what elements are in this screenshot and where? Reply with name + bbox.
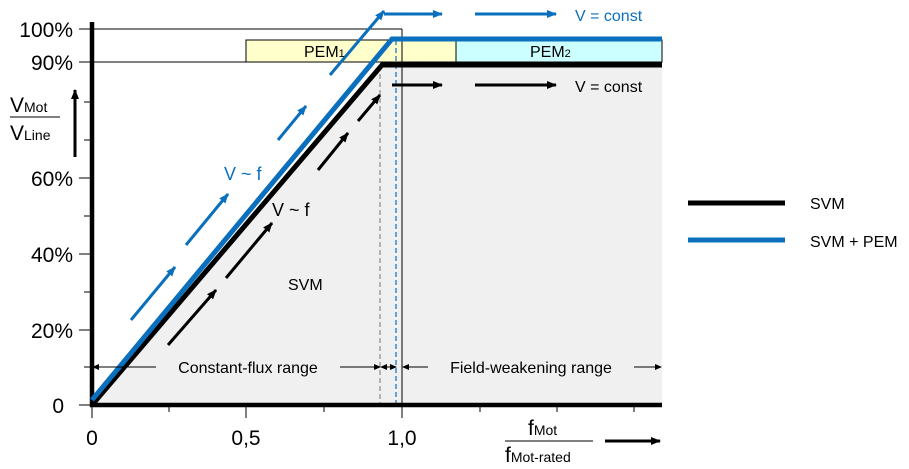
- svg-text:fMot: fMot: [528, 417, 557, 440]
- v-const-blue-label: V = const: [575, 8, 643, 25]
- black-diagonal-arrows: [166, 94, 382, 346]
- svm-region: [92, 65, 662, 405]
- y-tick-40: 40%: [31, 244, 73, 267]
- constant-flux-label: Constant-flux range: [178, 360, 318, 377]
- x-axis-label: fMot fMot-rated: [505, 417, 593, 467]
- legend-svm-label: SVM: [810, 196, 845, 213]
- y-tick-20: 20%: [31, 320, 73, 343]
- field-weakening-label: Field-weakening range: [450, 360, 612, 377]
- svg-text:fMot-rated: fMot-rated: [505, 444, 571, 467]
- y-tick-0: 0: [52, 395, 64, 418]
- svm-curve: [90, 62, 662, 407]
- y-axis-label: VMot VLine: [10, 94, 60, 145]
- pem1-label: PEM1: [304, 44, 345, 61]
- legend: SVM SVM + PEM: [688, 196, 898, 251]
- v-const-black-label: V = const: [575, 79, 643, 96]
- blue-diagonal-arrows: [129, 10, 386, 321]
- legend-pem-label: SVM + PEM: [810, 234, 898, 251]
- x-ticks: [91, 405, 635, 418]
- x-tick-labels: 0 0,5 1,0: [86, 427, 416, 450]
- x-tick-0-5: 0,5: [231, 427, 260, 450]
- y-tick-100: 100%: [19, 19, 73, 42]
- pem-curve: [90, 36, 662, 402]
- pem2-label: PEM2: [530, 44, 571, 61]
- y-ticks: [79, 28, 92, 406]
- svg-text:VMot: VMot: [10, 94, 47, 117]
- v-f-blue-label: V ~ f: [224, 164, 263, 184]
- v-f-black-label: V ~ f: [272, 200, 311, 220]
- y-tick-90: 90%: [31, 52, 73, 75]
- svg-text:VLine: VLine: [10, 122, 51, 145]
- svm-region-label: SVM: [288, 277, 323, 294]
- y-tick-60: 60%: [31, 168, 73, 191]
- y-tick-labels: 100% 90% 60% 40% 20% 0: [19, 19, 73, 418]
- x-tick-1-0: 1,0: [387, 427, 416, 450]
- x-tick-0: 0: [86, 427, 98, 450]
